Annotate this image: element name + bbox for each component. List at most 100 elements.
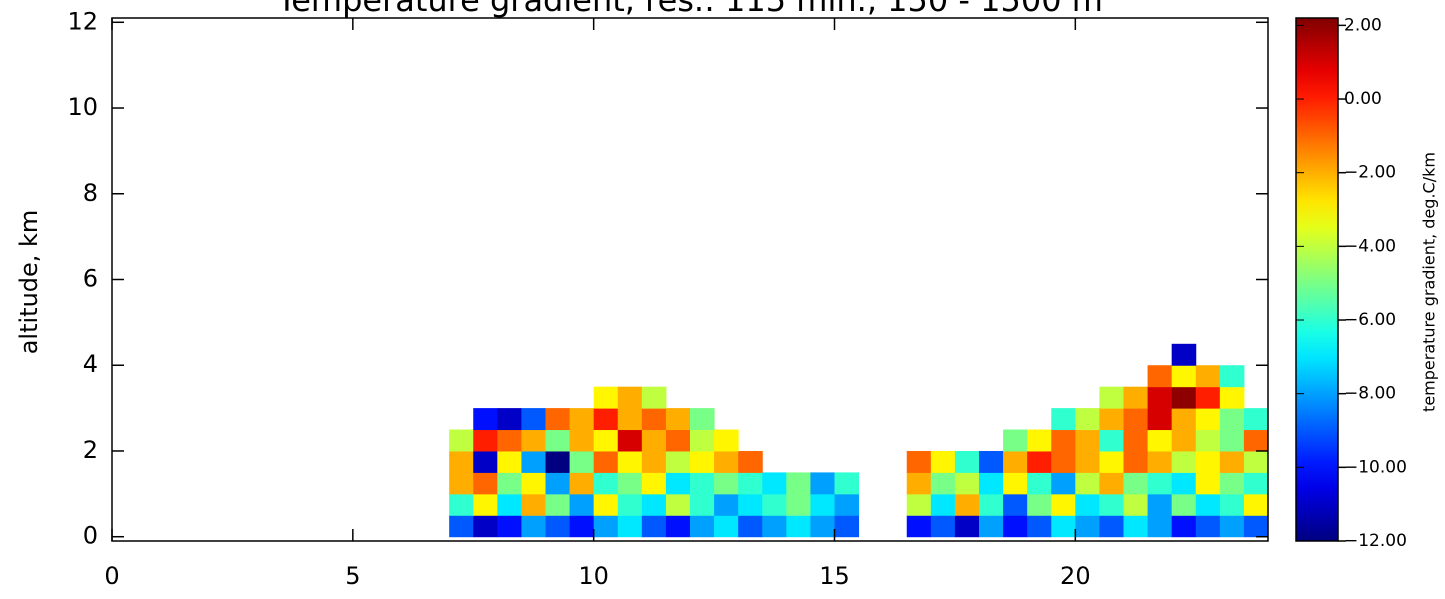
y-tick-label: 2 [83,436,98,464]
heatmap-cell [473,450,498,473]
y-axis-label: altitude, km [15,210,43,355]
heatmap-cell [690,429,715,452]
heatmap-cell [617,493,643,516]
heatmap-cell [545,493,571,516]
heatmap-cell [1195,429,1221,452]
heatmap-cell [690,408,715,431]
x-tick-label: 20 [1060,562,1091,590]
heatmap-cell [714,515,739,538]
heatmap-cell [1243,472,1269,495]
heatmap-cell [521,493,546,516]
heatmap-cell [1027,429,1052,452]
heatmap-cell [497,408,522,431]
heatmap-cell [762,493,787,516]
heatmap-cell [569,515,595,538]
heatmap-cell [1147,408,1173,431]
x-tick-label: 5 [345,562,360,590]
heatmap-cell [1195,408,1221,431]
heatmap-cell [1171,450,1197,473]
heatmap-cell [810,472,835,495]
heatmap-cell [449,493,474,516]
heatmap-cell [449,429,474,452]
heatmap-cell [617,408,643,431]
heatmap-cell [593,472,619,495]
heatmap-cell [1051,429,1076,452]
heatmap-cell [690,450,715,473]
x-tick-label: 0 [104,562,119,590]
heatmap-cell [979,450,1004,473]
colorbar-tick-label: −6.00 [1344,310,1396,330]
heatmap-cell [521,472,546,495]
heatmap-cell [473,472,498,495]
heatmap-cell [954,515,980,538]
heatmap-cell [1243,515,1269,538]
heatmap-cell [569,472,595,495]
heatmap-cell [1195,493,1221,516]
heatmap-cell [1099,450,1124,473]
colorbar [1295,17,1339,542]
heatmap-cell [1219,472,1245,495]
heatmap-cell [449,450,474,473]
heatmap-cell [930,472,956,495]
heatmap-cell [473,429,498,452]
heatmap-cell [1171,515,1197,538]
heatmap-cell [1075,429,1100,452]
heatmap-cell [979,493,1004,516]
heatmap-cell [449,472,474,495]
chart-title: Temperature gradient, res.: 115 min., 15… [276,0,1103,19]
heatmap-cell [1219,429,1245,452]
heatmap-cell [930,450,956,473]
heatmap-cell [1171,343,1197,366]
heatmap-cell [665,450,691,473]
heatmap-cell [665,408,691,431]
colorbar-tick-label: −8.00 [1344,384,1396,404]
heatmap-cell [617,450,643,473]
heatmap-cell [1171,472,1197,495]
heatmap-cell [569,408,595,431]
heatmap-cell [1027,493,1052,516]
heatmap-cell [617,429,643,452]
heatmap-cell [1099,472,1124,495]
heatmap-cell [1171,365,1197,388]
heatmap-cell [1099,515,1124,538]
heatmap-cell [810,493,835,516]
heatmap-cell [1147,515,1173,538]
heatmap-cell [954,472,980,495]
heatmap-cell [641,408,667,431]
colorbar-tick-label: −10.00 [1344,457,1407,477]
heatmap-cell [714,472,739,495]
heatmap-cell [786,472,811,495]
heatmap-cell [1051,493,1076,516]
heatmap-cell [1075,450,1100,473]
x-tick-label: 15 [819,562,850,590]
heatmap-cell [641,386,667,409]
heatmap-cell [449,515,474,538]
heatmap-cell [641,450,667,473]
heatmap-cell [1171,408,1197,431]
heatmap-cell [1219,386,1245,409]
heatmap-cell [1003,429,1028,452]
heatmap-cell [906,450,932,473]
heatmap-cell [1123,493,1149,516]
heatmap-cell [1027,515,1052,538]
heatmap-cell [521,429,546,452]
heatmap-cell [714,493,739,516]
heatmap-cell [497,493,522,516]
heatmap-cell [1219,515,1245,538]
heatmap-cell [738,472,763,495]
heatmap-cell [569,429,595,452]
heatmap-cell [1003,515,1028,538]
heatmap-cell [593,515,619,538]
heatmap-cell [979,515,1004,538]
heatmap-cell [1219,450,1245,473]
heatmap-cell [593,429,619,452]
heatmap-cell [593,493,619,516]
heatmap-cell [690,515,715,538]
heatmap-cell [521,450,546,473]
heatmap-cell [1243,493,1269,516]
heatmap-cell [1195,515,1221,538]
heatmap-cell [762,515,787,538]
heatmap-cell [762,472,787,495]
heatmap-cell [1171,429,1197,452]
